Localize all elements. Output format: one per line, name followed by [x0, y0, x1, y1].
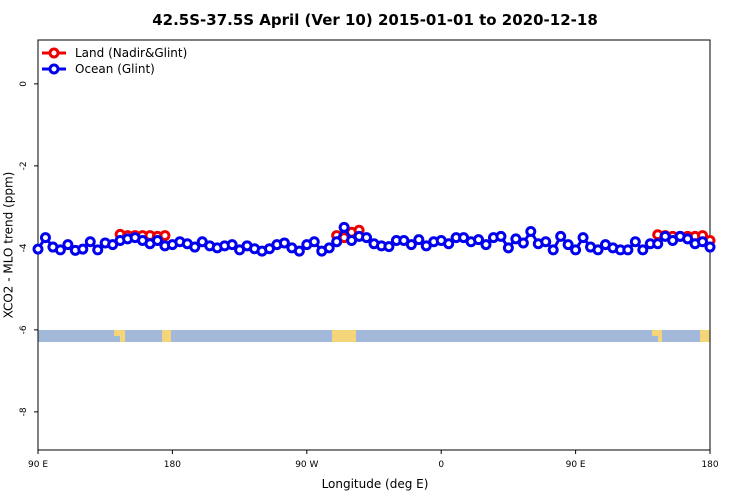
legend-label: Ocean (Glint) [75, 62, 155, 76]
data-point [592, 244, 604, 256]
data-point [540, 236, 552, 248]
x-tick-label: 90 E [28, 460, 48, 470]
data-point [62, 239, 74, 251]
x-tick-label: 180 [701, 460, 718, 470]
data-point [577, 232, 589, 244]
x-tick-label: 0 [438, 460, 444, 470]
data-point [622, 244, 634, 256]
data-point [278, 237, 290, 249]
data-point [637, 244, 649, 256]
x-axis-label: Longitude (deg E) [322, 477, 429, 491]
data-point [84, 236, 96, 248]
data-point [652, 238, 664, 250]
chart-title: 42.5S-37.5S April (Ver 10) 2015-01-01 to… [152, 11, 598, 29]
y-axis-label: XCO2 - MLO trend (ppm) [2, 172, 16, 319]
data-point [54, 244, 66, 256]
y-tick-label: -6 [19, 325, 29, 334]
data-point [77, 243, 89, 255]
land-mask-strip [38, 330, 710, 342]
data-point [151, 234, 163, 246]
data-point [562, 239, 574, 251]
data-point [331, 236, 343, 248]
y-tick-label: -8 [19, 407, 29, 416]
data-point [226, 239, 238, 251]
data-point [443, 238, 455, 250]
legend-marker [48, 47, 60, 59]
data-point [361, 232, 373, 244]
y-tick-label: -4 [19, 243, 29, 252]
data-point [547, 244, 559, 256]
data-point [159, 230, 171, 242]
data-point [473, 234, 485, 246]
y-tick-label: -2 [19, 161, 29, 170]
data-point [323, 242, 335, 254]
data-point [308, 236, 320, 248]
x-tick-label: 180 [164, 460, 181, 470]
x-tick-label: 90 E [566, 460, 586, 470]
data-point [338, 221, 350, 233]
data-point [495, 230, 507, 242]
data-point [480, 239, 492, 251]
data-point [92, 244, 104, 256]
data-point [517, 237, 529, 249]
data-point [555, 230, 567, 242]
data-point [383, 241, 395, 253]
data-point [697, 236, 709, 248]
data-point [293, 245, 305, 257]
data-point [704, 241, 716, 253]
data-point [525, 225, 537, 237]
data-point [39, 232, 51, 244]
legend-label: Land (Nadir&Glint) [75, 46, 187, 60]
data-point [189, 241, 201, 253]
data-point [502, 242, 514, 254]
data-point [570, 244, 582, 256]
data-point [32, 243, 44, 255]
x-tick-label: 90 W [295, 460, 318, 470]
legend-marker [48, 63, 60, 75]
data-point [682, 233, 694, 245]
data-point [405, 239, 417, 251]
data-point [629, 236, 641, 248]
data-point [413, 234, 425, 246]
y-tick-label: 0 [19, 81, 29, 87]
